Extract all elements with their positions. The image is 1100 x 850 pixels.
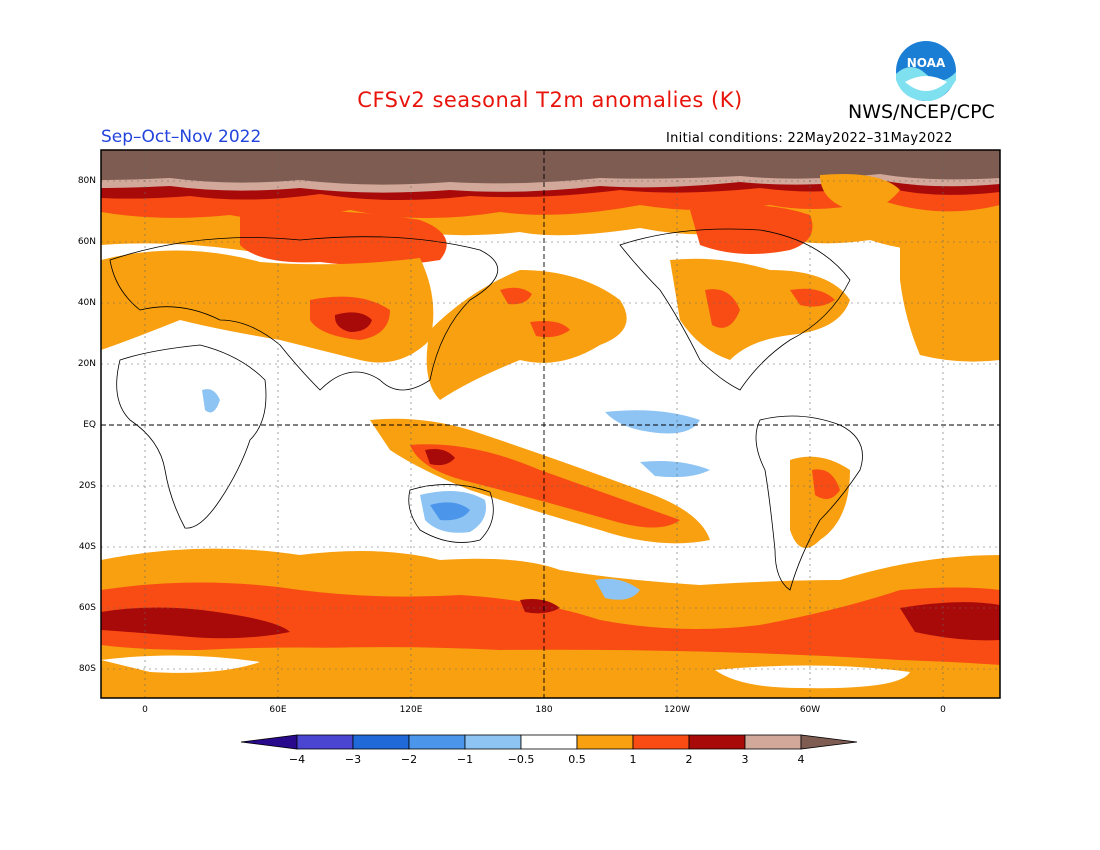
colorbar-swatch — [576, 734, 634, 750]
eurasia-outline — [109, 236, 498, 391]
initial-conditions-label: Initial conditions: 22May2022–31May2022 — [666, 131, 953, 146]
colorbar-label-minus2: −2 — [400, 753, 418, 766]
lat-label-eq: EQ — [83, 420, 96, 430]
svg-text:NOAA: NOAA — [907, 56, 946, 70]
north-pacific-orange — [426, 270, 627, 400]
lat-label-60n: 60N — [77, 237, 96, 247]
colorbar-arrow-high — [800, 734, 858, 750]
anomaly-map — [100, 149, 1001, 699]
north-america-outline — [619, 228, 851, 391]
southern-red-band — [101, 582, 1000, 666]
lat-label-20n: 20N — [77, 359, 96, 369]
southern-darkred-east — [900, 602, 1000, 641]
arctic-brown-band — [101, 150, 1000, 185]
colorbar-swatch — [744, 734, 802, 750]
chart-title: CFSv2 seasonal T2m anomalies (K) — [357, 88, 743, 112]
lat-label-40n: 40N — [77, 298, 96, 308]
season-label: Sep–Oct–Nov 2022 — [101, 127, 262, 147]
colorbar-arrow-low — [240, 734, 298, 750]
colorbar-swatch — [464, 734, 522, 750]
north-america-red — [705, 289, 740, 328]
europe-right-orange — [900, 235, 1000, 362]
colorbar-swatch — [296, 734, 354, 750]
colorbar-label-3: 3 — [741, 753, 749, 766]
graticule — [101, 150, 1000, 698]
new-guinea-darkred — [425, 449, 455, 466]
lat-label-80s: 80S — [78, 664, 96, 674]
colorbar-label-minus05: −0.5 — [507, 753, 535, 766]
noaa-logo: NOAA — [896, 41, 956, 102]
map-frame — [100, 149, 1001, 699]
colorbar-label-minus4: −4 — [288, 753, 306, 766]
colorbar-swatch — [688, 734, 746, 750]
lon-label-120w: 120W — [663, 705, 691, 715]
eq-pacific-blue2 — [640, 461, 710, 478]
north-america-orange — [670, 258, 850, 360]
agency-label: NWS/NCEP/CPC — [848, 101, 995, 123]
lon-label-0-west: 0 — [142, 705, 148, 715]
colorbar-label-2: 2 — [685, 753, 693, 766]
southern-darkred-mid — [520, 599, 560, 614]
colorbar-label-4: 4 — [797, 753, 805, 766]
greenland-orange-patch — [820, 174, 900, 211]
colorbar-swatch — [352, 734, 410, 750]
australia-blue-dark — [430, 502, 470, 521]
africa-outline — [116, 344, 267, 529]
colorbar-swatch — [408, 734, 466, 750]
colorbar-label-1: 1 — [629, 753, 637, 766]
colorbar-swatch — [520, 734, 578, 750]
colorbar-swatch — [632, 734, 690, 750]
east-us-red — [790, 288, 835, 307]
colorbar-label-minus1: −1 — [456, 753, 474, 766]
lon-label-180: 180 — [535, 705, 553, 715]
south-america-red — [812, 469, 840, 499]
north-pacific-red2 — [530, 321, 570, 338]
colorbar-label-05: 0.5 — [568, 753, 586, 766]
australia-outline — [408, 484, 494, 543]
equator-dateline — [101, 150, 1000, 698]
africa-blue — [202, 389, 220, 413]
eq-pacific-blue1 — [605, 410, 700, 434]
lon-label-0-east: 0 — [940, 705, 946, 715]
lat-label-60s: 60S — [78, 603, 96, 613]
colorbar-label-minus3: −3 — [344, 753, 362, 766]
southern-blue — [595, 578, 640, 600]
antarctica-white2 — [101, 655, 260, 673]
lon-label-60e: 60E — [269, 705, 287, 715]
lat-label-80n: 80N — [77, 176, 96, 186]
siberia-red-patch — [240, 211, 447, 266]
lon-label-120e: 120E — [399, 705, 423, 715]
southern-darkred-west — [101, 607, 290, 639]
antarctica-white — [715, 665, 910, 689]
lat-label-40s: 40S — [78, 542, 96, 552]
central-asia-darkred — [334, 312, 372, 332]
north-pacific-red1 — [500, 287, 532, 305]
lat-label-20s: 20S — [78, 481, 96, 491]
lon-label-60w: 60W — [799, 705, 821, 715]
